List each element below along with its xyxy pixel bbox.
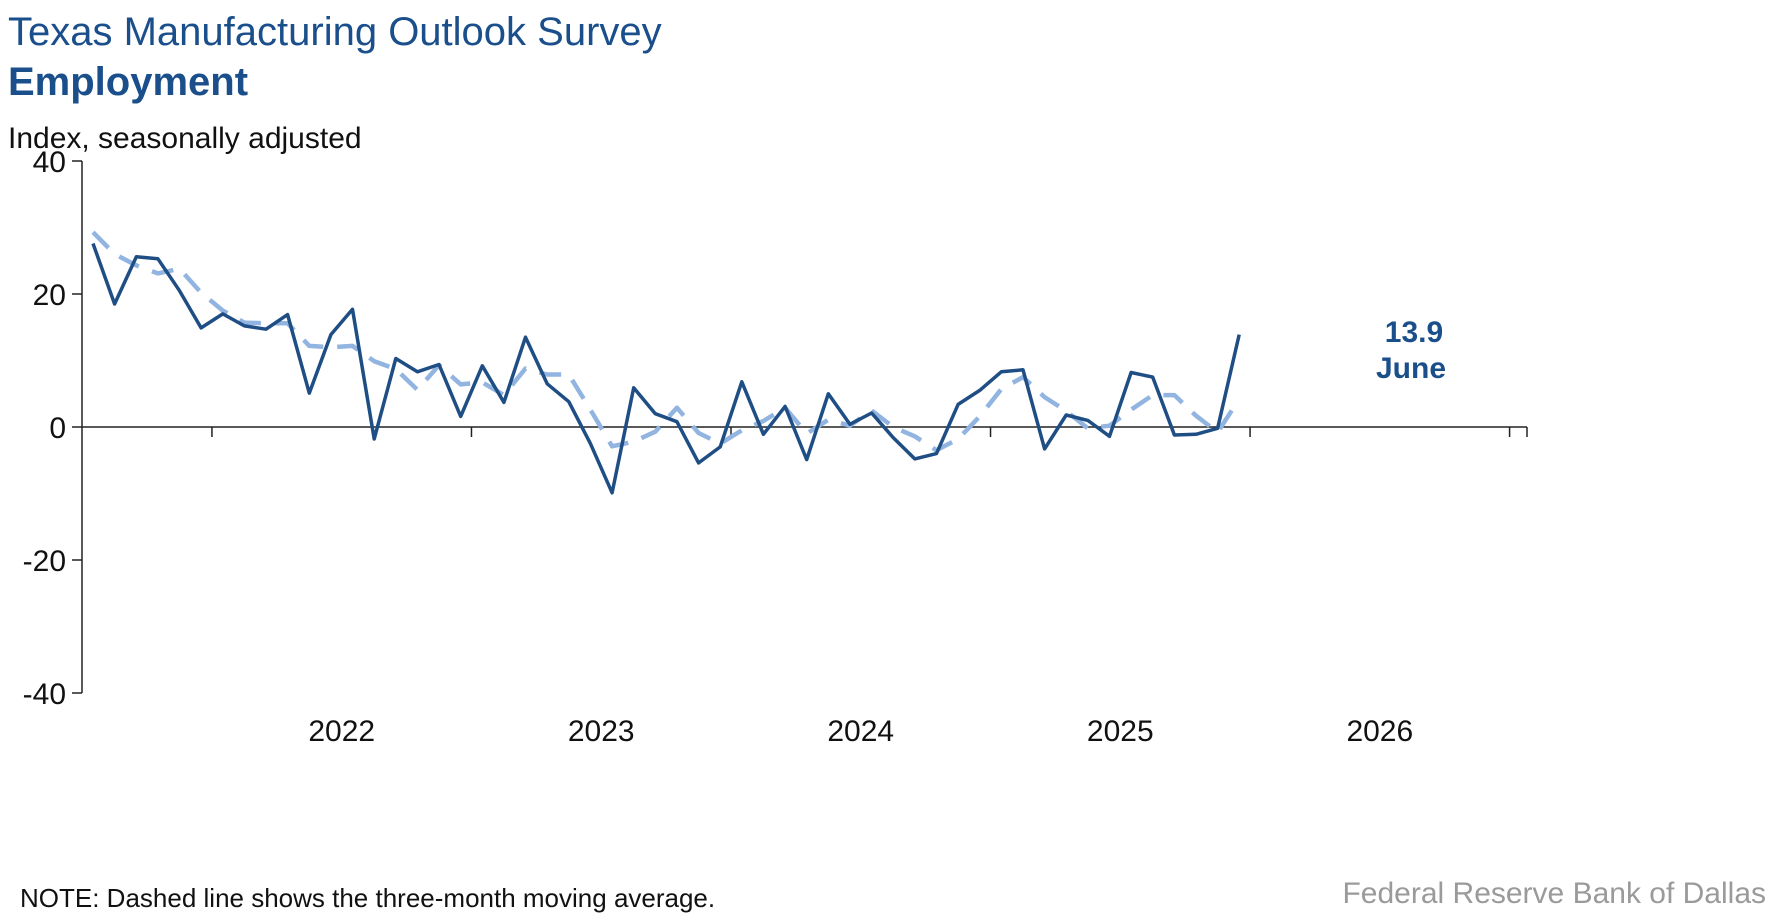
moving-average-line	[91, 230, 1242, 453]
source-credit: Federal Reserve Bank of Dallas	[1342, 877, 1766, 910]
y-tick-label: 20	[33, 279, 66, 312]
moving-average-series	[91, 230, 1242, 453]
y-tick-label: -20	[23, 545, 66, 578]
x-tick-label: 2025	[1087, 715, 1154, 748]
latest-month-label: June	[1376, 352, 1446, 385]
employment-line	[91, 242, 1241, 495]
x-tick-label: 2024	[827, 715, 894, 748]
chart-subtitle: Employment	[8, 60, 249, 104]
y-tick-label: -40	[23, 678, 66, 711]
x-tick-label: 2023	[568, 715, 635, 748]
x-tick-label: 2026	[1346, 715, 1413, 748]
chart-axes: 40 20 0 -20 -40 2022 2023 2024 2025 2026	[23, 146, 1528, 748]
footnote: NOTE: Dashed line shows the three-month …	[20, 883, 716, 913]
chart-title: Texas Manufacturing Outlook Survey	[8, 10, 662, 54]
employment-series	[91, 242, 1241, 495]
y-tick-label: 0	[49, 412, 66, 445]
y-tick-label: 40	[33, 146, 66, 179]
x-tick-label: 2022	[308, 715, 375, 748]
y-axis-units-label: Index, seasonally adjusted	[8, 122, 362, 155]
latest-value-label: 13.9	[1385, 316, 1443, 349]
